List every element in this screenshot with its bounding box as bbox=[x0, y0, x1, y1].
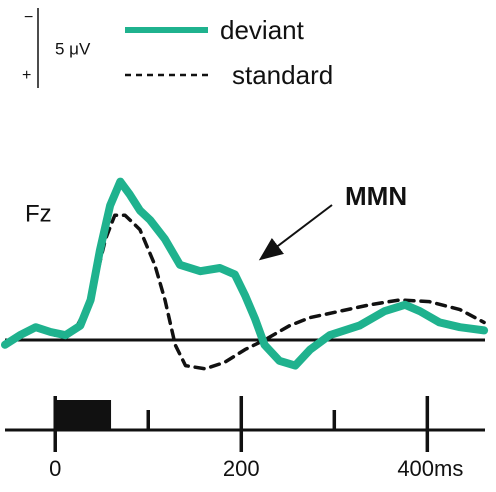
legend-label: standard bbox=[232, 60, 333, 90]
annotation: MMN bbox=[345, 181, 407, 211]
scale-label: 5 μV bbox=[55, 39, 91, 58]
x-tick-label: 200 bbox=[223, 456, 260, 481]
legend-label: deviant bbox=[220, 15, 305, 45]
x-tick-label: 0 bbox=[49, 456, 61, 481]
scale-sign: − bbox=[24, 9, 33, 26]
scale-sign: + bbox=[22, 67, 31, 84]
channel-label: Fz bbox=[25, 200, 52, 227]
annotation-arrow bbox=[258, 204, 333, 261]
x-tick-label: 400ms bbox=[397, 456, 463, 481]
series-line bbox=[1, 177, 489, 370]
stimulus bbox=[55, 400, 112, 430]
